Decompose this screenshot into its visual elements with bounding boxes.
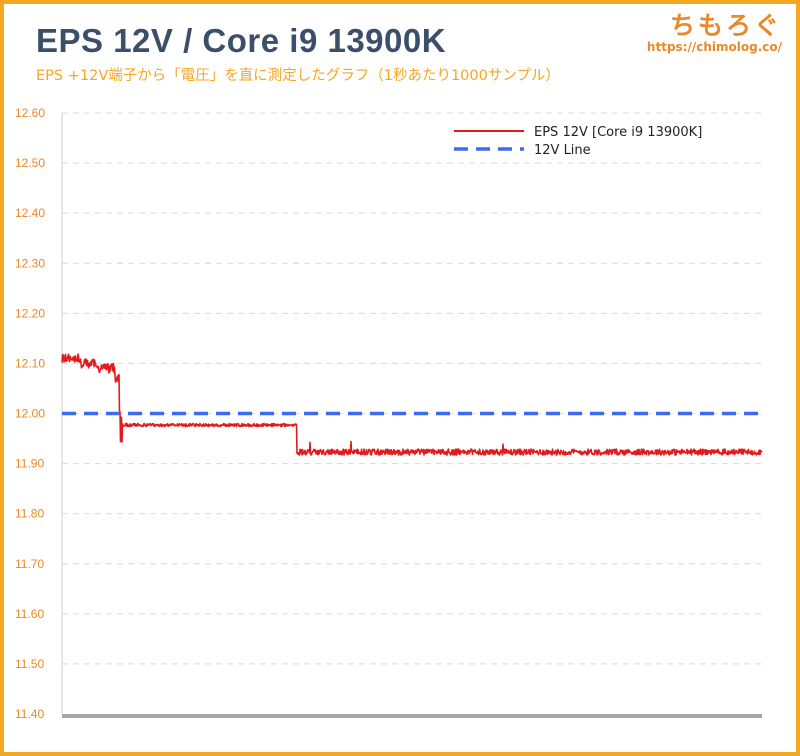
y-tick-label: 12.40 [15,206,45,220]
legend-label-eps: EPS 12V [Core i9 13900K] [534,125,702,140]
y-tick-label: 12.50 [15,156,45,170]
axes [61,113,762,718]
legend-label-12v: 12V Line [534,143,591,158]
y-tick-label: 11.50 [15,657,44,671]
y-tick-label: 12.10 [15,356,45,370]
chart-title: EPS 12V / Core i9 13900K [36,22,447,59]
y-tick-label: 11.40 [15,707,44,721]
chart-subtitle: EPS +12V端子から「電圧」を直に測定したグラフ（1秒あたり1000サンプル… [36,68,560,84]
grid-lines [62,112,762,665]
y-tick-label: 12.60 [15,106,45,120]
y-tick-label: 12.00 [15,407,45,421]
y-tick-label: 11.80 [15,507,44,521]
y-tick-label: 11.90 [15,457,44,471]
brand-logo-text: ちもろぐ [669,11,782,40]
x-axis-line [62,714,762,718]
y-tick-label: 12.20 [15,306,45,320]
eps-12v-series-line [61,353,763,456]
y-tick-label: 11.70 [15,557,44,571]
y-tick-labels: 12.60 12.50 12.40 12.30 12.20 12.10 12.00 11.90… [15,106,45,721]
y-tick-label: 12.30 [15,256,45,270]
series-layer [61,353,763,456]
legend: EPS 12V [Core i9 13900K] 12V Line [454,125,702,158]
y-tick-label: 11.60 [15,607,44,621]
brand-url: https://chimolog.co/ [646,40,782,54]
